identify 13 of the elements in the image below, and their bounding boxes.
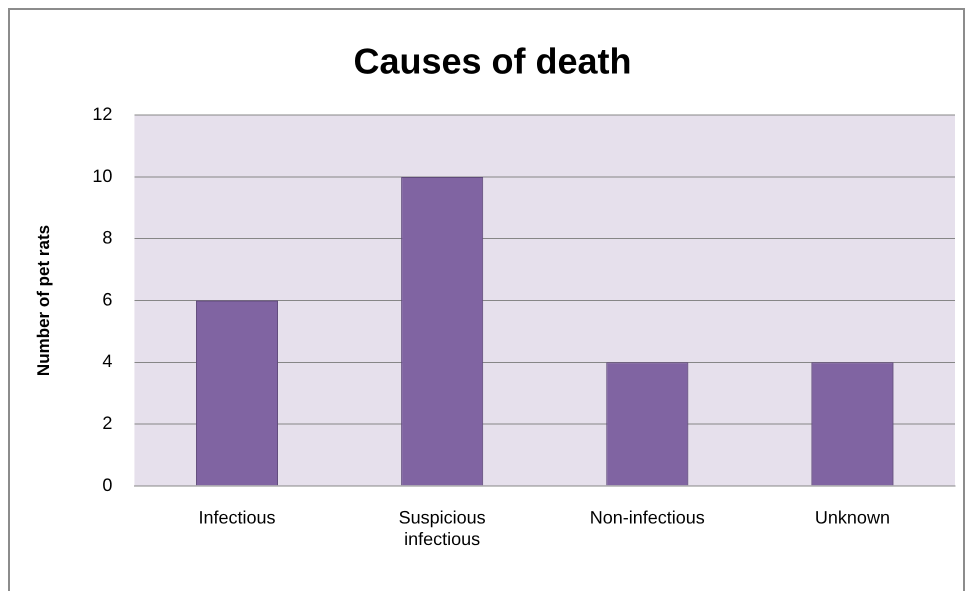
chart-title: Causes of death — [353, 40, 632, 82]
y-tick-label: 10 — [92, 166, 112, 186]
x-tick-label: Suspicious infectious — [398, 508, 486, 550]
y-tick-label: 12 — [92, 104, 112, 124]
y-tick-label: 2 — [102, 413, 112, 433]
y-tick-label: 6 — [102, 289, 112, 310]
y-tick-label: 4 — [102, 351, 112, 372]
x-tick-label: Unknown — [814, 508, 890, 528]
x-tick-label: Infectious — [198, 508, 276, 528]
y-tick-label: 8 — [102, 228, 112, 248]
y-axis-title: Number of pet rats — [34, 224, 53, 376]
y-tick-label: 0 — [102, 474, 112, 495]
x-tick-label: Non-infectious — [590, 508, 705, 528]
